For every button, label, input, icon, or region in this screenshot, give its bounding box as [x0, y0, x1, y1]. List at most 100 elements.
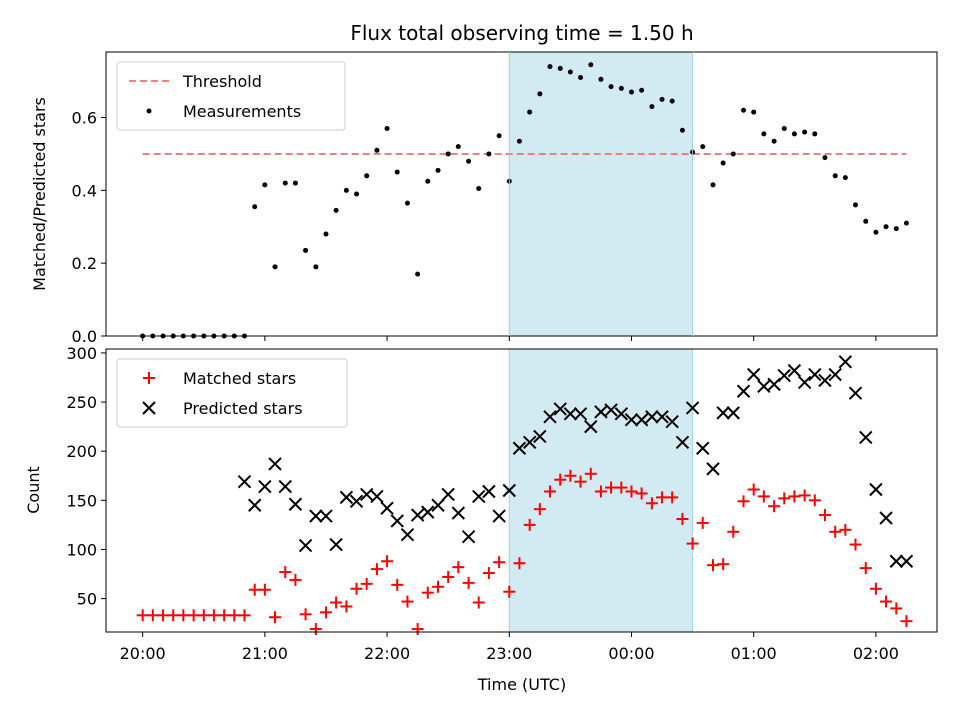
matched-star-point: [615, 481, 628, 494]
matched-star-point: [452, 561, 465, 574]
matched-star-point: [493, 556, 506, 569]
legend-measurements-swatch: [146, 108, 152, 114]
matched-star-point: [839, 523, 852, 536]
predicted-star-point: [736, 384, 751, 398]
matched-star-point: [574, 475, 587, 488]
matched-star-point: [686, 537, 699, 550]
matched-star-point: [197, 609, 210, 622]
matched-star-point: [350, 582, 363, 595]
predicted-star-point: [838, 355, 853, 369]
matched-star-point: [605, 481, 618, 494]
measurement-point: [496, 133, 502, 139]
bottom-y-tick-label: 50: [77, 590, 97, 609]
measurement-point: [445, 151, 451, 157]
measurement-point: [893, 226, 899, 232]
predicted-star-point: [512, 441, 527, 455]
matched-star-point: [523, 518, 536, 531]
measurement-point: [252, 204, 258, 210]
matched-star-point: [584, 467, 597, 480]
predicted-star-point: [248, 498, 262, 512]
predicted-star-point: [492, 509, 506, 523]
predicted-star-point: [329, 537, 343, 552]
predicted-star-point: [828, 367, 842, 382]
predicted-star-point: [716, 406, 730, 420]
measurement-point: [903, 220, 909, 226]
predicted-star-point: [319, 509, 333, 523]
matched-star-point: [370, 563, 383, 576]
matched-star-point: [747, 483, 760, 496]
top-measurements: [140, 62, 909, 339]
top-y-tick-label: 0.4: [72, 181, 97, 200]
measurement-point: [476, 186, 482, 192]
measurement-point: [679, 127, 685, 133]
predicted-star-point: [787, 363, 802, 378]
predicted-star-point: [675, 435, 690, 450]
measurement-point: [364, 173, 370, 179]
matched-star-point: [136, 609, 149, 622]
predicted-star-point: [777, 368, 791, 383]
measurement-point: [486, 151, 492, 157]
matched-star-point: [666, 491, 679, 504]
matched-star-point: [360, 577, 373, 590]
matched-star-point: [829, 525, 842, 538]
predicted-star-point: [746, 367, 761, 382]
measurement-point: [822, 155, 828, 161]
measurement-point: [812, 131, 818, 137]
predicted-star-point: [298, 538, 313, 553]
matched-star-point: [717, 558, 730, 571]
predicted-star-point: [757, 379, 771, 394]
matched-star-point: [778, 492, 791, 505]
bottom-y-tick-label: 200: [66, 442, 97, 461]
measurement-point: [730, 151, 736, 157]
predicted-star-point: [482, 484, 496, 499]
predicted-star-point: [522, 435, 537, 450]
predicted-star-point: [645, 410, 659, 424]
measurement-point: [313, 264, 319, 270]
measurement-point: [333, 207, 339, 213]
legend-matched-label: Matched stars: [183, 369, 296, 388]
matched-star-point: [157, 609, 170, 622]
matched-star-point: [513, 557, 526, 570]
matched-star-point: [401, 595, 414, 608]
bottom-axes-frame: [105, 348, 938, 633]
measurement-point: [394, 169, 400, 175]
matched-star-point: [279, 566, 292, 579]
matched-star-point: [625, 485, 638, 498]
matched-star-point: [808, 494, 821, 507]
bottom-x-tick-label: 02:00: [853, 644, 899, 663]
matched-star-point: [594, 485, 607, 498]
predicted-star-point: [573, 407, 588, 421]
matched-star-point: [289, 573, 302, 586]
matched-star-point: [554, 473, 567, 486]
matched-star-point: [503, 585, 516, 598]
top-y-tick-label: 0.0: [72, 327, 97, 346]
predicted-star-point: [848, 386, 863, 400]
predicted-star-point: [421, 505, 435, 519]
measurement-point: [720, 160, 726, 166]
bottom-y-tick-label: 150: [66, 491, 97, 510]
predicted-star-point: [685, 401, 700, 415]
matched-star-point: [849, 538, 862, 551]
legend-matched-swatch: [143, 372, 155, 384]
matched-star-point: [269, 611, 282, 624]
matched-star-point: [757, 490, 770, 503]
measurement-point: [262, 182, 268, 188]
predicted-star-point: [706, 462, 720, 476]
bottom-legend: Matched stars Predicted stars: [116, 358, 348, 428]
matched-star-point: [635, 487, 648, 500]
predicted-star-point: [461, 529, 476, 544]
matched-star-point: [737, 495, 750, 508]
predicted-star-point: [543, 410, 557, 424]
matched-star-point: [319, 606, 332, 619]
measurement-point: [791, 131, 797, 137]
matched-star-point: [880, 595, 893, 608]
measurement-point: [384, 125, 390, 131]
top-y-tick-label: 0.6: [72, 109, 97, 128]
matched-star-point: [482, 567, 495, 580]
predicted-star-point: [237, 474, 252, 489]
matched-star-point: [798, 489, 811, 502]
measurement-point: [873, 229, 879, 235]
matched-star-point: [472, 596, 485, 609]
matched-star-point: [859, 562, 872, 575]
predicted-star-point: [726, 406, 740, 420]
